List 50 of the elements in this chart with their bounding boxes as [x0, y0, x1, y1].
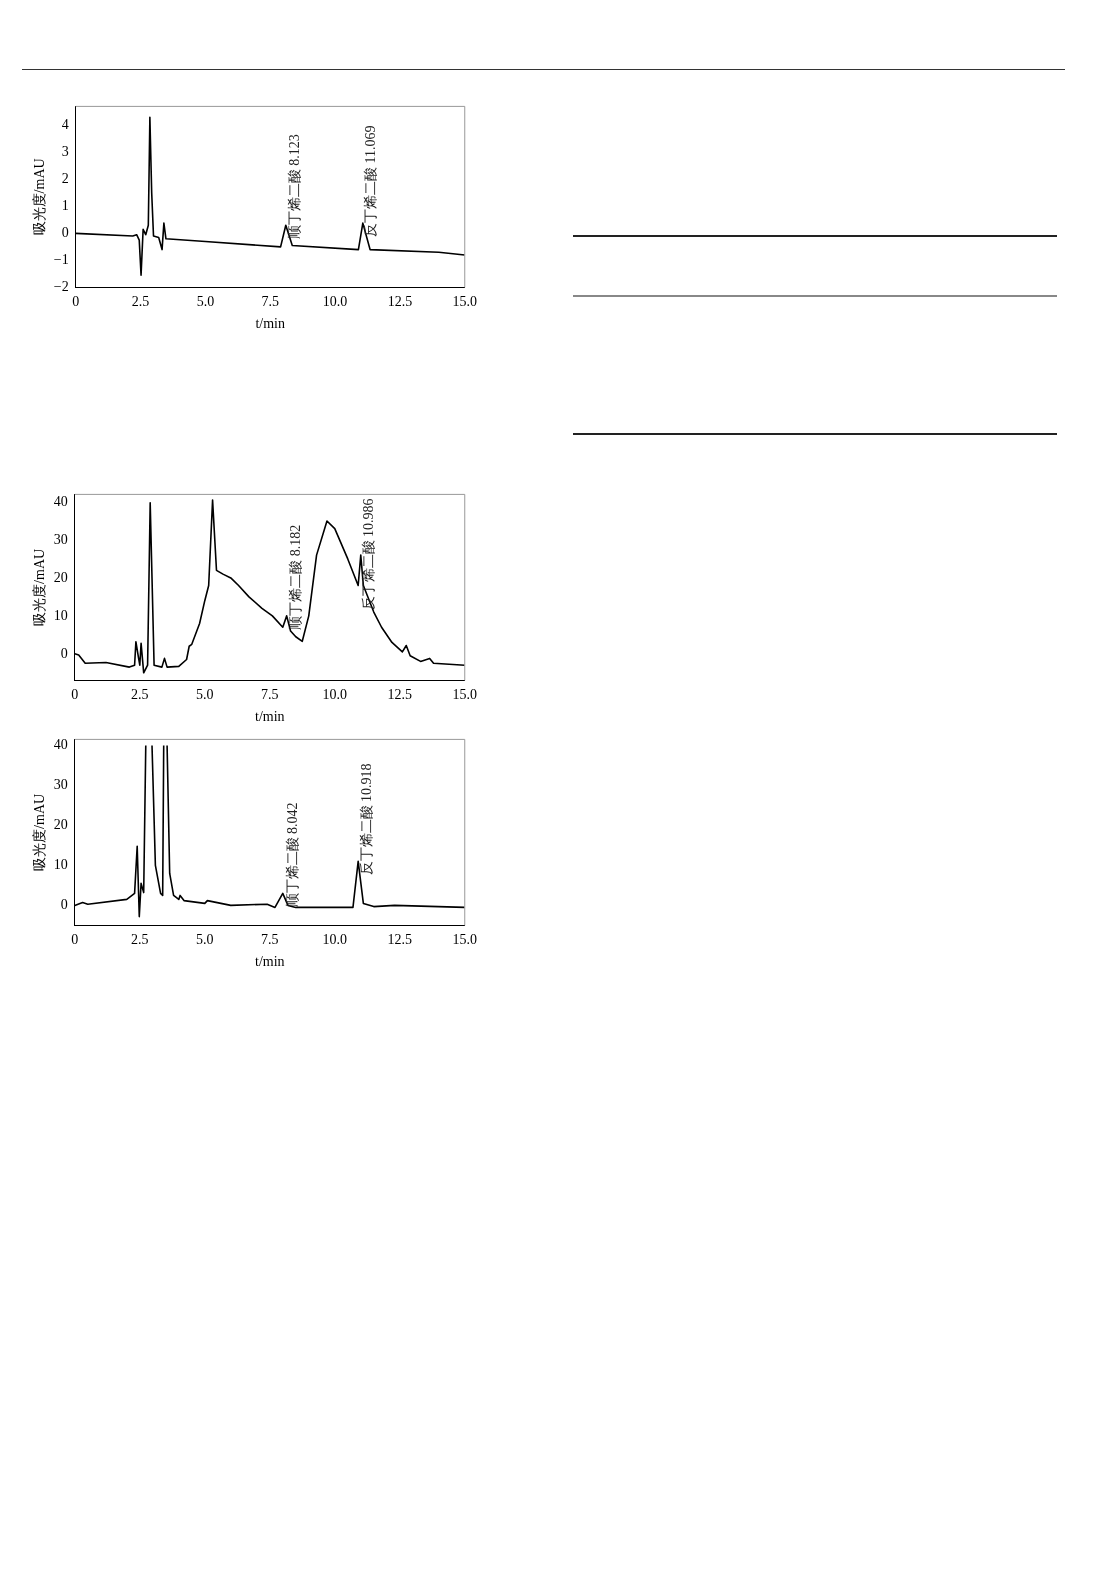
x-tick-label: 5.0 [196, 687, 214, 703]
annotation: 反丁烯二酸 11.069 [363, 125, 379, 238]
x-tick-label: 15.0 [452, 687, 477, 703]
y-tick-label: 20 [53, 817, 68, 833]
x-tick-label: 7.5 [261, 932, 279, 948]
x-tick-label: 10.0 [322, 687, 348, 703]
x-tick-label: 5.0 [196, 932, 214, 948]
y-tick-label: 0 [60, 897, 68, 913]
annotation: 反丁烯二酸 10.986 [361, 498, 377, 611]
x-tick-label: 0 [71, 687, 79, 703]
y-tick-label: 1 [61, 198, 69, 214]
y-tick-label: 40 [53, 493, 68, 509]
x-tick-label: 15.0 [452, 932, 477, 948]
x-tick-label: 0 [71, 932, 79, 948]
y-tick-label: 30 [53, 777, 68, 793]
y-tick-label: 10 [53, 607, 68, 623]
y-tick-label: −1 [53, 252, 69, 268]
y-tick-label: 10 [53, 857, 68, 873]
y-tick-label: 2 [61, 171, 69, 187]
x-tick-label: 12.5 [387, 687, 413, 703]
x-tick-label: 2.5 [131, 932, 149, 948]
x-tick-label: 10.0 [322, 294, 348, 310]
x-axis-title: t/min [254, 709, 285, 725]
y-axis-title: 吸光度/mAU [32, 158, 48, 236]
x-tick-label: 12.5 [387, 294, 413, 310]
x-tick-label: 5.0 [196, 294, 215, 310]
y-tick-label: −2 [53, 279, 69, 295]
annotation: 顺丁烯二酸 8.042 [284, 802, 300, 908]
x-axis-title: t/min [254, 954, 285, 970]
x-tick-label: 2.5 [131, 687, 149, 703]
y-tick-label: 30 [53, 531, 68, 547]
y-axis-title: 吸光度/mAU [32, 793, 48, 871]
x-tick-label: 7.5 [261, 294, 279, 310]
annotation: 顺丁烯二酸 8.123 [287, 134, 303, 240]
y-axis-title: 吸光度/mAU [32, 548, 48, 626]
x-tick-label: 10.0 [322, 932, 348, 948]
annotation: 顺丁烯二酸 8.182 [288, 524, 304, 630]
x-tick-label: 15.0 [452, 294, 477, 310]
x-tick-label: 12.5 [387, 932, 413, 948]
y-tick-label: 4 [61, 116, 69, 132]
x-tick-label: 0 [72, 294, 80, 310]
y-tick-label: 0 [61, 225, 69, 241]
y-tick-label: 0 [60, 645, 68, 661]
x-tick-label: 2.5 [131, 294, 150, 310]
y-tick-label: 20 [53, 569, 68, 585]
x-axis-title: t/min [255, 316, 285, 332]
y-tick-label: 40 [53, 737, 68, 753]
y-tick-label: 3 [61, 144, 69, 159]
x-tick-label: 7.5 [261, 687, 279, 703]
annotation: 反丁烯二酸 10.918 [359, 763, 375, 876]
